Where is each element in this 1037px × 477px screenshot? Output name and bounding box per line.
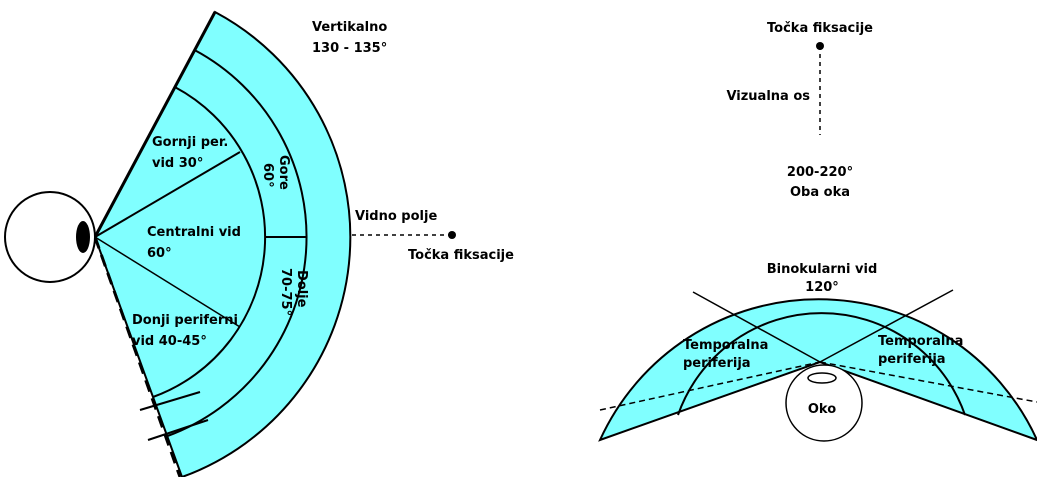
label: Vizualna os bbox=[726, 89, 810, 104]
label: periferija bbox=[878, 352, 946, 367]
eye bbox=[4, 191, 96, 283]
label: vid 40-45° bbox=[132, 334, 207, 349]
fixation-point bbox=[816, 42, 824, 50]
ring bbox=[167, 49, 308, 437]
label: Vidno polje bbox=[355, 209, 437, 224]
label: 200-220° bbox=[787, 165, 853, 180]
divider bbox=[94, 236, 241, 328]
label: 60° bbox=[147, 246, 172, 261]
label: Dolje bbox=[294, 270, 309, 308]
ring bbox=[152, 86, 267, 398]
divider bbox=[147, 419, 209, 441]
dashed-line bbox=[599, 361, 821, 411]
label-group: Dolje 70-75° bbox=[278, 268, 309, 316]
divider bbox=[94, 151, 241, 238]
top-view: Točka fiksacije Vizualna os 200-220° Oba… bbox=[598, 21, 1037, 442]
label: Oko bbox=[808, 402, 836, 417]
eye bbox=[785, 364, 863, 442]
label: vid 30° bbox=[152, 156, 203, 171]
label: 70-75° bbox=[278, 268, 293, 316]
divider bbox=[819, 289, 954, 363]
label: periferija bbox=[683, 356, 751, 371]
lens bbox=[807, 372, 837, 384]
label: Temporalna bbox=[878, 334, 963, 349]
label: Binokularni vid bbox=[767, 262, 878, 277]
label: Točka fiksacije bbox=[408, 248, 514, 263]
label: Centralni vid bbox=[147, 225, 241, 240]
label: Vertikalno bbox=[312, 20, 387, 35]
label-group: Gore 60° bbox=[260, 155, 291, 190]
side-view: Vertikalno 130 - 135° Gornji per. vid 30… bbox=[4, 10, 514, 477]
divider bbox=[692, 291, 821, 363]
label: Gornji per. bbox=[152, 135, 228, 150]
lens bbox=[76, 221, 90, 253]
label: Točka fiksacije bbox=[767, 21, 873, 36]
ring bbox=[677, 312, 966, 416]
label: 60° bbox=[260, 163, 275, 188]
label: Temporalna bbox=[683, 338, 768, 353]
dashed-edge bbox=[93, 236, 182, 477]
label: Oba oka bbox=[790, 185, 850, 200]
field-sector bbox=[598, 298, 1037, 442]
label: Donji periferni bbox=[132, 313, 238, 328]
fixation-point bbox=[448, 231, 456, 239]
label: 130 - 135° bbox=[312, 41, 387, 56]
field-sector bbox=[93, 10, 352, 477]
dashed-line bbox=[819, 361, 1037, 403]
label: 120° bbox=[805, 280, 839, 295]
label: Gore bbox=[276, 155, 291, 190]
divider bbox=[139, 391, 201, 411]
